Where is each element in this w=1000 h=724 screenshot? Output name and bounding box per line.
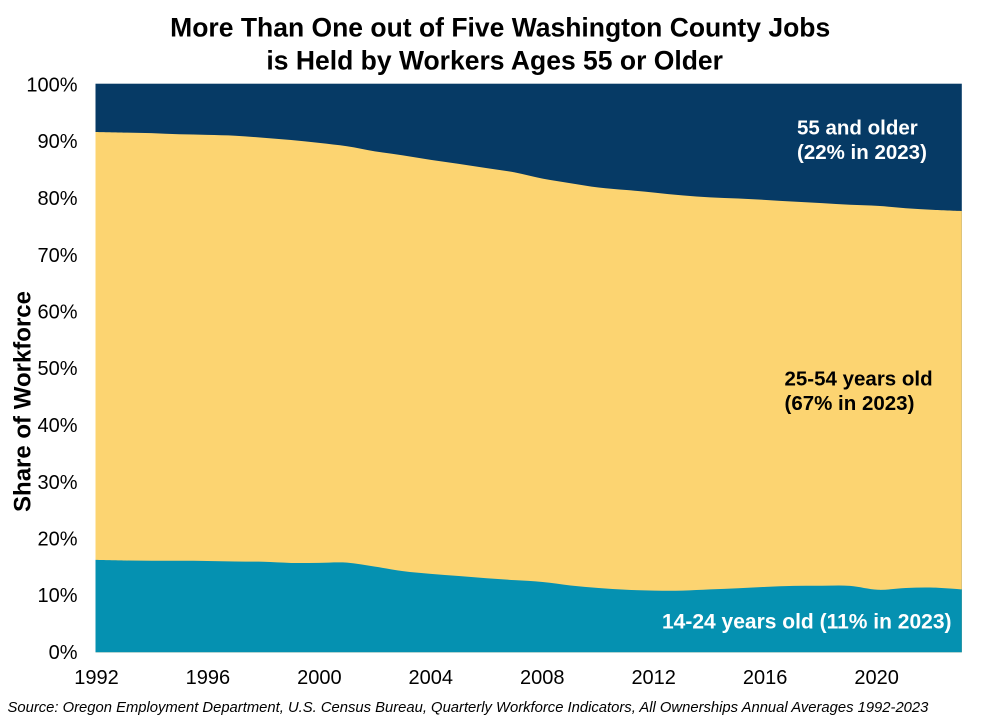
svg-text:55 and older: 55 and older — [797, 116, 918, 139]
svg-text:1992: 1992 — [74, 667, 119, 689]
svg-text:(22% in 2023): (22% in 2023) — [797, 141, 927, 164]
svg-text:50%: 50% — [37, 358, 77, 380]
svg-text:2004: 2004 — [409, 667, 454, 689]
svg-text:Share of Workforce: Share of Workforce — [10, 291, 37, 512]
svg-text:2020: 2020 — [854, 667, 899, 689]
svg-text:is Held by Workers Ages 55 or: is Held by Workers Ages 55 or Older — [266, 45, 723, 75]
svg-text:10%: 10% — [37, 585, 77, 607]
svg-text:100%: 100% — [26, 75, 77, 97]
svg-text:2008: 2008 — [520, 667, 565, 689]
svg-text:More Than One out of Five Wash: More Than One out of Five Washington Cou… — [170, 12, 830, 42]
svg-text:90%: 90% — [37, 131, 77, 153]
svg-text:2012: 2012 — [631, 667, 676, 689]
svg-text:20%: 20% — [37, 529, 77, 551]
svg-text:0%: 0% — [49, 642, 78, 664]
svg-text:40%: 40% — [37, 415, 77, 437]
svg-text:2016: 2016 — [743, 667, 788, 689]
svg-text:(67% in 2023): (67% in 2023) — [785, 392, 915, 415]
svg-text:2000: 2000 — [297, 667, 342, 689]
svg-text:80%: 80% — [37, 188, 77, 210]
svg-text:30%: 30% — [37, 472, 77, 494]
svg-text:60%: 60% — [37, 302, 77, 324]
svg-text:70%: 70% — [37, 245, 77, 267]
svg-text:Source: Oregon Employment Depa: Source: Oregon Employment Department, U.… — [8, 700, 930, 716]
svg-text:1996: 1996 — [186, 667, 231, 689]
svg-text:25-54 years old: 25-54 years old — [785, 368, 933, 391]
svg-text:14-24 years old (11% in 2023): 14-24 years old (11% in 2023) — [662, 610, 952, 633]
